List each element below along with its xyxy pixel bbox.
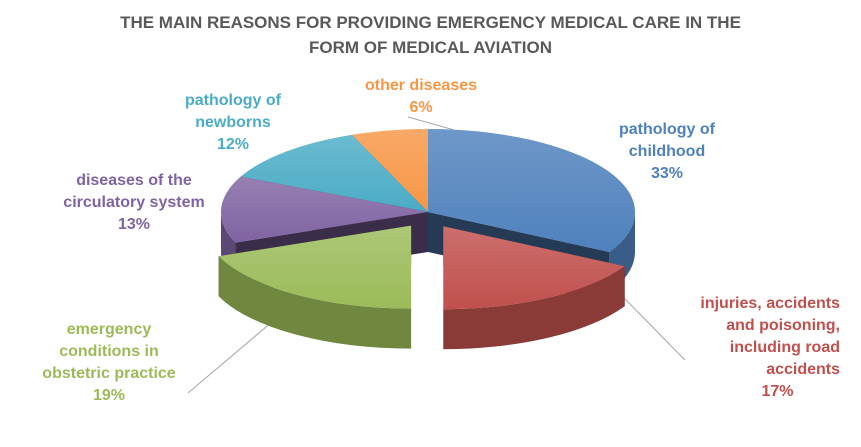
pie-slice (218, 225, 412, 349)
label-circulatory-system: diseases of the circulatory system 13% (44, 170, 224, 236)
chart-title: THE MAIN REASONS FOR PROVIDING EMERGENCY… (0, 10, 861, 60)
pie-slice-highlight (218, 225, 412, 309)
pie-slice-highlight (220, 176, 428, 243)
label-line: pathology of (185, 92, 281, 109)
label-emergency-obstetric: emergency conditions in obstetric practi… (24, 319, 194, 407)
label-line: newborns (195, 114, 271, 131)
label-line: and poisoning, (726, 317, 840, 334)
leader-line (187, 313, 282, 394)
label-line: other diseases (364, 77, 478, 94)
leader-line (619, 293, 686, 361)
pie-slice-rim (443, 266, 625, 350)
label-line: emergency (66, 321, 152, 338)
label-percent: 13% (117, 216, 151, 233)
label-line: circulatory system (63, 194, 205, 211)
label-line: including road (729, 339, 840, 356)
pie-slice-highlight (443, 226, 625, 310)
pie-slice-highlight (351, 129, 428, 212)
chart-title-line-2: FORM OF MEDICAL AVIATION (308, 38, 553, 57)
label-other-diseases: other diseases 6% (346, 75, 496, 119)
label-pathology-of-newborns: pathology of newborns 12% (158, 90, 308, 156)
label-line: conditions in (59, 343, 159, 360)
label-injuries-accidents-poisoning: injuries, accidents and poisoning, inclu… (660, 293, 840, 403)
pie-slice-highlight (240, 134, 428, 212)
pie-slice-rim (218, 256, 412, 349)
pie-slice-highlight (428, 129, 636, 252)
label-line: childhood (628, 143, 706, 160)
pie-slice (443, 226, 625, 350)
chart-title-line-1: THE MAIN REASONS FOR PROVIDING EMERGENCY… (120, 13, 741, 32)
label-percent: 12% (216, 136, 250, 153)
leader-line (407, 116, 454, 131)
label-percent: 17% (761, 383, 794, 400)
leader-lines (187, 116, 686, 394)
label-line: accidents (766, 361, 840, 378)
label-percent: 19% (92, 387, 126, 404)
pie-slices (218, 129, 636, 350)
label-line: pathology of (619, 121, 715, 138)
label-percent: 6% (409, 99, 433, 116)
label-line: diseases of the (76, 172, 192, 189)
label-pathology-of-childhood: pathology of childhood 33% (592, 119, 742, 185)
label-line: obstetric practice (42, 365, 176, 382)
label-percent: 33% (650, 165, 684, 182)
label-line: injuries, accidents (700, 295, 840, 312)
